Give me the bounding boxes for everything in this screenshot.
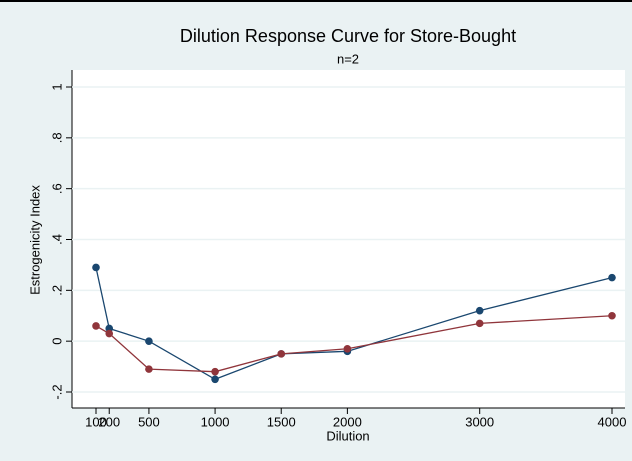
x-axis-label: Dilution bbox=[326, 428, 369, 443]
chart-title: Dilution Response Curve for Store-Bought bbox=[180, 26, 516, 46]
y-tick-label: 1 bbox=[49, 83, 64, 90]
data-point bbox=[277, 350, 286, 358]
x-tick-label: 100 bbox=[85, 414, 107, 429]
x-tick-label: 4000 bbox=[598, 414, 627, 429]
y-tick-label: .4 bbox=[49, 234, 64, 245]
y-tick-label: .8 bbox=[49, 132, 64, 143]
x-tick-label: 1000 bbox=[201, 414, 230, 429]
data-point bbox=[475, 319, 484, 328]
data-point bbox=[145, 337, 153, 345]
x-tick-label: 500 bbox=[138, 414, 160, 429]
y-axis-label: Estrogenicity Index bbox=[27, 185, 42, 295]
data-point bbox=[211, 375, 219, 384]
data-point bbox=[475, 306, 484, 315]
y-tick-label: 0 bbox=[49, 338, 64, 345]
x-tick-label: 3000 bbox=[465, 414, 494, 429]
x-tick-label: 1500 bbox=[267, 414, 296, 429]
chart-subtitle: n=2 bbox=[337, 51, 359, 66]
data-point bbox=[343, 344, 352, 353]
data-point bbox=[92, 263, 100, 272]
data-point bbox=[105, 329, 114, 338]
series-line bbox=[95, 267, 613, 381]
x-tick-label: 2000 bbox=[333, 414, 362, 429]
x-tick-label: 200 bbox=[98, 414, 120, 429]
data-point bbox=[211, 367, 219, 376]
data-point bbox=[608, 311, 616, 320]
data-point bbox=[145, 365, 153, 373]
data-point bbox=[92, 322, 100, 330]
y-tick-label: .2 bbox=[49, 285, 64, 296]
y-tick-label: -.2 bbox=[49, 384, 64, 399]
series-line bbox=[95, 315, 613, 373]
data-point bbox=[608, 273, 616, 282]
y-tick-label: .6 bbox=[49, 183, 64, 194]
